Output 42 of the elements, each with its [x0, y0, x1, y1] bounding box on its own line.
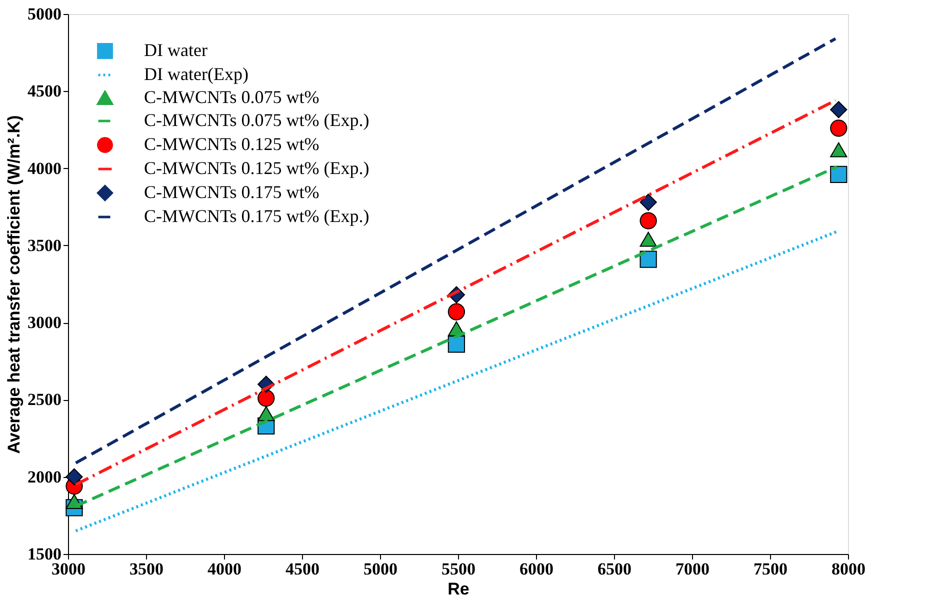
legend-label: C-MWCNTs 0.175 wt% (Exp.) — [144, 206, 370, 226]
point — [448, 336, 466, 353]
point — [640, 232, 657, 247]
point — [640, 250, 657, 268]
x-tick-label: 7500 — [754, 560, 788, 578]
point — [66, 494, 83, 510]
legend-label: C-MWCNTs 0.075 wt% (Exp.) — [144, 110, 370, 130]
x-tick-label: 6000 — [520, 560, 554, 578]
legend-label: C-MWCNTs 0.175 wt% — [144, 182, 320, 202]
point — [258, 406, 275, 422]
x-tick-label: 6500 — [598, 560, 632, 578]
x-tick-label: 7000 — [676, 560, 710, 578]
y-tick-label: 5000 — [28, 4, 62, 24]
legend-label: C-MWCNTs 0.125 wt% (Exp.) — [144, 158, 370, 178]
legend-label: DI water(Exp) — [144, 64, 248, 84]
y-axis-title: Average heat transfer coefficient (W/m².K) — [4, 115, 24, 454]
x-tick-label: 5500 — [442, 560, 476, 578]
point — [640, 212, 657, 230]
point — [66, 468, 83, 486]
y-tick-label: 3500 — [28, 236, 62, 255]
x-tick-label: 4000 — [208, 560, 242, 578]
legend-label: C-MWCNTs 0.075 wt% — [144, 87, 320, 107]
legend-label: C-MWCNTs 0.125 wt% — [144, 134, 320, 154]
point — [830, 101, 848, 118]
legend-label: DI water — [144, 40, 208, 60]
x-tick-label: 4500 — [286, 560, 320, 578]
point — [830, 120, 848, 137]
y-tick-label: 4500 — [28, 82, 62, 101]
x-tick-label: 5000 — [364, 560, 398, 578]
x-axis-title: Re — [448, 580, 470, 598]
y-tick-label: 3000 — [28, 313, 62, 332]
y-tick-label: 2000 — [28, 467, 62, 486]
y-tick-label: 4000 — [28, 158, 62, 178]
point — [448, 303, 465, 320]
point — [830, 166, 848, 184]
x-tick-label: 8000 — [832, 560, 866, 578]
point — [258, 390, 275, 407]
point — [830, 142, 848, 158]
point — [640, 194, 657, 211]
point — [448, 321, 465, 336]
y-tick-label: 2500 — [28, 390, 62, 410]
x-tick-label: 3500 — [130, 560, 164, 578]
